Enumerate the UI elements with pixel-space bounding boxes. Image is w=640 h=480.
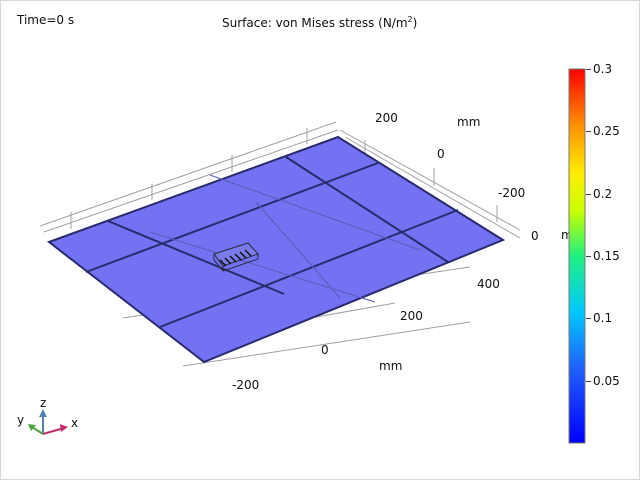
colorbar-tick-label: 0.15	[593, 249, 620, 263]
time-label: Time=0 s	[17, 13, 75, 27]
grid-lines-right	[339, 129, 521, 239]
plot-title-end: )	[412, 16, 418, 30]
colorbar-tick-mark	[586, 256, 591, 257]
colorbar-tick-mark	[586, 318, 591, 319]
colorbar-tick-label: 0.1	[593, 311, 613, 325]
x-tick-label: 0	[321, 343, 329, 357]
x-arrow-icon	[60, 424, 68, 432]
colorbar-tick-mark	[586, 194, 591, 195]
z-axis-labels: 0 m	[531, 228, 573, 243]
y-axis-unit: mm	[457, 115, 480, 129]
x-tick-label: 200	[400, 309, 423, 323]
x-axis-unit: mm	[379, 359, 402, 373]
colorbar-tick-label: 0.3	[593, 62, 613, 76]
z-arrow-icon	[39, 409, 47, 417]
colorbar-tick-label: 0.25	[593, 124, 620, 138]
colorbar-tick-mark	[586, 69, 591, 70]
colorbar-tick-label: 0.05	[593, 374, 620, 388]
plot-title-superscript: 2	[407, 15, 413, 24]
plate-interior-lines	[149, 174, 421, 303]
colorbar-tick-mark	[586, 131, 591, 132]
z-axis-unit: m	[561, 228, 573, 242]
plot-title: Surface: von Mises stress (N/m2)	[222, 15, 418, 31]
grid-lines-back	[39, 121, 339, 233]
y-tick-label: 200	[375, 111, 398, 125]
z-tick-label: 0	[531, 229, 539, 243]
triad-y-label: y	[17, 413, 24, 427]
y-axis-labels: 200 0 -200 mm	[375, 111, 525, 200]
colorbar-tick-mark	[586, 381, 591, 382]
x-tick-label: 400	[477, 277, 500, 291]
x-tick-label: -200	[232, 378, 259, 392]
y-tick-label: -200	[498, 186, 525, 200]
plate-surface[interactable]	[46, 135, 506, 364]
colorbar-gradient	[568, 68, 586, 444]
plate-partition-lines	[85, 156, 459, 328]
y-tick-label: 0	[437, 147, 445, 161]
mounted-component[interactable]	[213, 242, 259, 272]
triad-x-label: x	[71, 416, 78, 430]
y-arrow-icon	[28, 424, 36, 431]
colorbar-tick-label: 0.2	[593, 187, 613, 201]
triad-z-label: z	[40, 396, 46, 410]
axis-triad: z y x	[17, 396, 78, 435]
x-axis-labels: 400 200 0 -200 mm	[232, 277, 500, 392]
plot-title-main: Surface: von Mises stress (N/m	[222, 16, 408, 30]
